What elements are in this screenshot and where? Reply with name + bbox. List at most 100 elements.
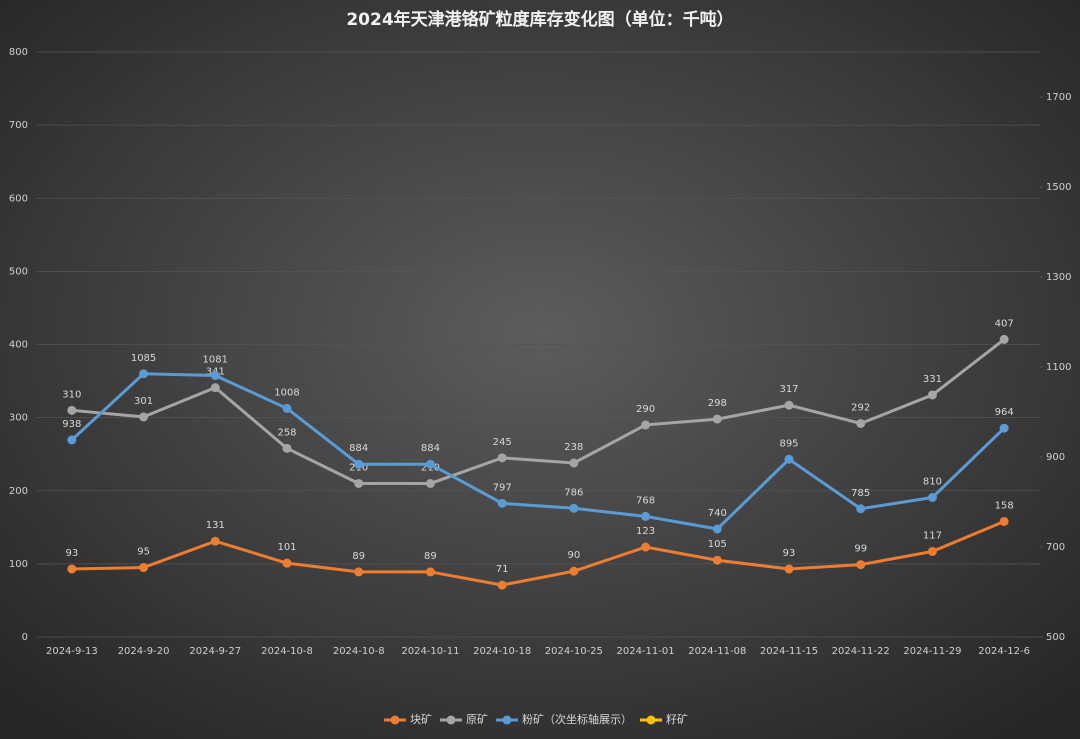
point (712, 524, 722, 534)
y2-tick-label: 1300 (1046, 272, 1071, 283)
data-label: 258 (277, 427, 296, 438)
point (425, 567, 435, 577)
y-tick-label: 100 (9, 559, 28, 570)
series-line (71, 338, 1006, 485)
x-tick-label: 2024-11-22 (832, 646, 890, 657)
y-tick-label: 0 (22, 632, 28, 643)
data-label: 99 (854, 544, 867, 555)
point (67, 405, 77, 415)
point (856, 418, 866, 428)
point (712, 414, 722, 424)
x-tick-label: 2024-10-25 (545, 646, 603, 657)
data-label: 93 (783, 548, 796, 559)
point (784, 564, 794, 574)
x-tick-label: 2024-11-08 (688, 646, 746, 657)
data-label: 131 (206, 520, 225, 531)
point (210, 536, 220, 546)
point (641, 511, 651, 521)
point (497, 453, 507, 463)
data-label: 310 (62, 389, 81, 400)
data-label: 90 (567, 550, 580, 561)
x-tick-label: 2024-10-11 (401, 646, 459, 657)
data-label: 810 (923, 477, 942, 488)
legend-label: 原矿 (466, 713, 488, 726)
y-tick-label: 500 (9, 266, 28, 277)
y2-tick-label: 1500 (1046, 182, 1071, 193)
point (282, 443, 292, 453)
data-label: 298 (708, 398, 727, 409)
point (784, 400, 794, 410)
x-tick-label: 2024-10-8 (333, 646, 385, 657)
data-label: 245 (493, 437, 512, 448)
x-tick-label: 2024-10-8 (261, 646, 313, 657)
point (282, 403, 292, 413)
point (497, 580, 507, 590)
data-label: 71 (496, 564, 509, 575)
x-tick-label: 2024-11-01 (617, 646, 675, 657)
point (927, 390, 937, 400)
legend-label: 籽矿 (666, 713, 688, 726)
legend-label: 块矿 (410, 713, 432, 726)
x-tick-label: 2024-9-20 (118, 646, 170, 657)
data-label: 740 (708, 508, 727, 519)
x-tick-label: 2024-12-6 (978, 646, 1030, 657)
y-tick-label: 400 (9, 340, 28, 351)
y-tick-label: 600 (9, 193, 28, 204)
point (927, 546, 937, 556)
data-label: 884 (349, 443, 368, 454)
data-label: 290 (636, 404, 655, 415)
point (67, 564, 77, 574)
data-label: 786 (564, 487, 583, 498)
data-label: 331 (923, 374, 942, 385)
y-tick-label: 700 (9, 120, 28, 131)
data-label: 238 (564, 442, 583, 453)
data-label: 1008 (274, 387, 299, 398)
data-label: 1085 (131, 353, 156, 364)
data-label: 117 (923, 530, 942, 541)
point (354, 567, 364, 577)
point (497, 498, 507, 508)
point (354, 478, 364, 488)
point (712, 555, 722, 565)
x-tick-label: 2024-9-13 (46, 646, 98, 657)
data-label: 95 (137, 547, 150, 558)
point (999, 516, 1009, 526)
point (139, 563, 149, 573)
x-tick-label: 2024-11-15 (760, 646, 818, 657)
data-label: 317 (779, 384, 798, 395)
series-line (70, 372, 1006, 531)
y2-tick-label: 900 (1046, 452, 1065, 463)
data-label: 89 (424, 551, 437, 562)
x-tick-label: 2024-11-29 (903, 646, 961, 657)
point (139, 369, 149, 379)
data-label: 301 (134, 396, 153, 407)
data-label: 292 (851, 402, 870, 413)
point (856, 560, 866, 570)
point (641, 542, 651, 552)
point (210, 383, 220, 393)
point (856, 504, 866, 514)
y2-tick-label: 700 (1046, 542, 1065, 553)
point (927, 493, 937, 502)
point (569, 503, 579, 513)
point (999, 423, 1009, 433)
point (139, 412, 149, 422)
data-label: 93 (65, 548, 78, 559)
data-label: 884 (421, 443, 440, 454)
y2-tick-label: 1100 (1046, 362, 1071, 373)
legend-label: 粉矿（次坐标轴展示） (522, 712, 632, 726)
data-label: 101 (277, 542, 296, 553)
data-label: 797 (493, 482, 512, 493)
point (641, 420, 651, 430)
data-label: 785 (851, 488, 870, 499)
data-label: 938 (62, 419, 81, 430)
y-tick-label: 200 (9, 486, 28, 497)
point (425, 478, 435, 488)
y-tick-label: 800 (9, 47, 28, 58)
point (784, 454, 794, 464)
point (67, 435, 77, 445)
point (999, 334, 1009, 344)
y2-tick-label: 500 (1046, 632, 1065, 643)
